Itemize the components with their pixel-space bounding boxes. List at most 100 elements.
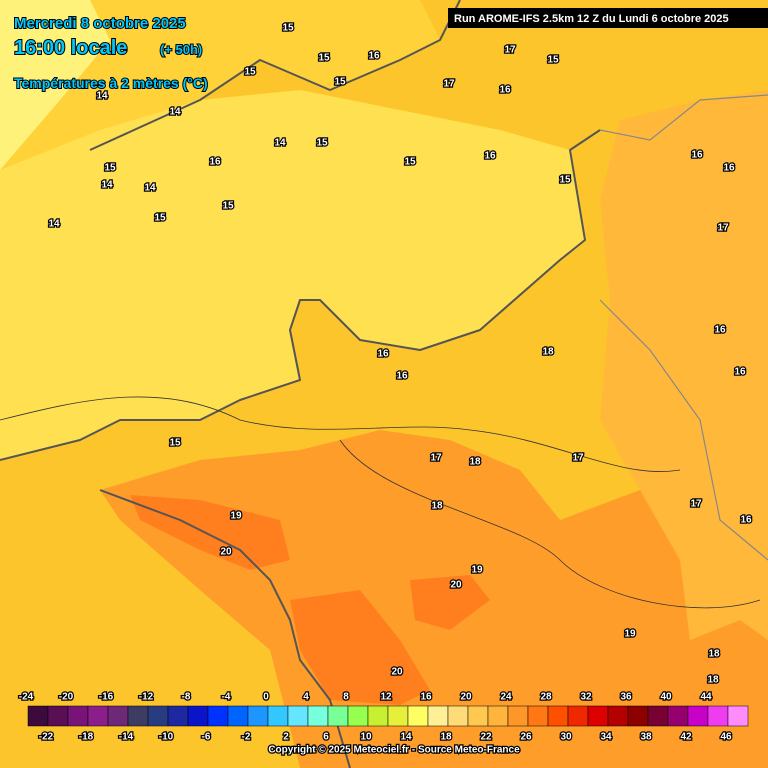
legend-swatch (247, 705, 269, 727)
legend-swatch (267, 705, 289, 727)
contour-label: 20 (450, 580, 462, 591)
contour-label: 18 (708, 649, 720, 660)
legend-label: 0 (263, 692, 269, 703)
contour-label: 16 (723, 163, 735, 174)
legend-swatch (187, 705, 209, 727)
legend-swatch (27, 705, 49, 727)
legend-swatch (227, 705, 249, 727)
contour-label: 15 (244, 67, 256, 78)
legend-swatch (307, 705, 329, 727)
contour-label: 19 (471, 565, 483, 576)
contour-label: 17 (572, 453, 584, 464)
hot-zone (290, 590, 430, 705)
contour-label: 16 (209, 157, 221, 168)
coastline (0, 129, 601, 461)
contour-label: 14 (48, 219, 60, 230)
footer: Copyright © 2025 Meteociel.fr - Source M… (268, 745, 520, 756)
legend-label: 24 (500, 692, 512, 703)
contour-labels: 15 15 16 15 15 14 17 17 15 16 14 14 15 1… (47, 21, 753, 687)
legend-label: 18 (440, 732, 452, 743)
contour-label: 20 (391, 667, 403, 678)
legend-swatch (47, 705, 69, 727)
legend-label: 34 (600, 732, 612, 743)
run-info: Run AROME-IFS 2.5km 12 Z du Lundi 6 octo… (454, 13, 729, 25)
contour-label: 15 (547, 55, 559, 66)
legend-swatch (527, 705, 549, 727)
legend-label: 42 (680, 732, 692, 743)
isotherm (0, 396, 761, 609)
legend-swatch (387, 705, 409, 727)
legend-label: 46 (720, 732, 732, 743)
border (599, 94, 768, 561)
legend-label: 26 (520, 732, 532, 743)
legend-label: -10 (159, 732, 174, 743)
contour-label: 15 (282, 23, 294, 34)
contour-label: 14 (101, 180, 113, 191)
legend-label: 4 (303, 692, 309, 703)
legend-swatch (67, 705, 89, 727)
legend-swatch (447, 705, 469, 727)
legend-label: 36 (620, 692, 632, 703)
contour-label: 16 (396, 371, 408, 382)
legend-label: 16 (420, 692, 432, 703)
contour-label: 19 (230, 511, 242, 522)
legend-swatch (107, 705, 129, 727)
contour-label: 18 (431, 501, 443, 512)
legend-swatch (667, 705, 689, 727)
variable: Températures à 2 mètres (°C) (14, 75, 208, 91)
legend-label: -14 (119, 732, 134, 743)
hot-zone (410, 575, 490, 630)
contour-label: 18 (542, 347, 554, 358)
legend-label: -22 (39, 732, 54, 743)
legend-swatch (607, 705, 629, 727)
coastline (99, 489, 351, 768)
contour-label: 20 (220, 547, 232, 558)
legend-swatch (467, 705, 489, 727)
contour-label: 15 (169, 438, 181, 449)
legend-label: 2 (283, 732, 289, 743)
legend-label: 22 (480, 732, 492, 743)
contour-label: 15 (104, 163, 116, 174)
contour-label: 16 (377, 349, 389, 360)
legend-swatch (147, 705, 169, 727)
legend-label: 38 (640, 732, 652, 743)
contour-label: 14 (274, 138, 286, 149)
contour-label: 16 (714, 325, 726, 336)
contour-label: 18 (469, 457, 481, 468)
legend-swatch (87, 705, 109, 727)
contour-label: 16 (740, 515, 752, 526)
contour-label: 14 (144, 183, 156, 194)
legend-swatch (727, 705, 749, 727)
legend-swatch (647, 705, 669, 727)
legend-label: 14 (400, 732, 412, 743)
legend-swatch (507, 705, 529, 727)
contour-label: 17 (504, 45, 516, 56)
legend-swatch (687, 705, 709, 727)
legend-label: 12 (380, 692, 392, 703)
legend-label: 40 (660, 692, 672, 703)
legend-swatch (487, 705, 509, 727)
legend-swatch (547, 705, 569, 727)
hot-zone (130, 495, 290, 570)
coastline (89, 0, 461, 151)
legend-label: -18 (79, 732, 94, 743)
contour-label: 15 (559, 175, 571, 186)
legend-label: -6 (202, 732, 211, 743)
legend-swatch (427, 705, 449, 727)
legend-label: -12 (139, 692, 154, 703)
run-box (448, 8, 768, 28)
contour-label: 17 (690, 499, 702, 510)
contour-label: 14 (169, 107, 181, 118)
contour-label: 15 (334, 77, 346, 88)
sea (0, 90, 585, 460)
time: 16:00 locale (14, 37, 127, 59)
legend-swatch (407, 705, 429, 727)
date: Mercredi 8 octobre 2025 (14, 15, 186, 32)
legend-label: 20 (460, 692, 472, 703)
legend-swatch (587, 705, 609, 727)
legend-swatch (207, 705, 229, 727)
legend-label: -8 (182, 692, 191, 703)
legend-swatch (287, 705, 309, 727)
legend-label: -20 (59, 692, 74, 703)
